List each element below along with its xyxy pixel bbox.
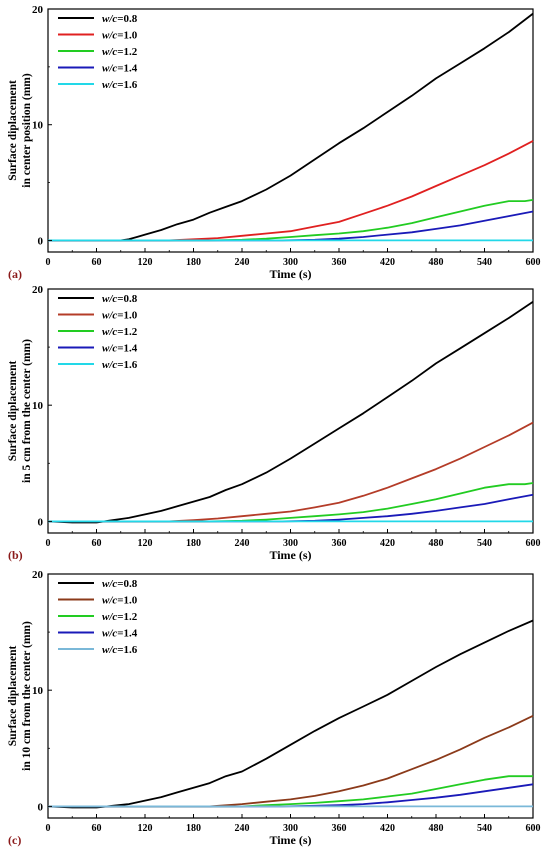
legend-label-2: w/c=1.0 bbox=[102, 310, 138, 322]
series-line-1 bbox=[47, 619, 534, 809]
y-axis-title-line-1: Surface diplacement bbox=[7, 80, 19, 181]
x-tick-label: 420 bbox=[380, 257, 395, 268]
y-tick-label: 10 bbox=[32, 400, 44, 412]
x-axis-title: Time (s) bbox=[269, 833, 311, 847]
y-tick-label: 20 bbox=[32, 569, 44, 581]
x-tick-label: 0 bbox=[46, 257, 51, 268]
legend-label-1: w/c=0.8 bbox=[102, 578, 138, 590]
series-line-1 bbox=[47, 301, 534, 524]
legend-label-5: w/c=1.6 bbox=[102, 79, 138, 91]
x-tick-label: 60 bbox=[92, 823, 102, 834]
legend-label-5: w/c=1.6 bbox=[102, 644, 138, 656]
x-tick-label: 120 bbox=[138, 823, 153, 834]
x-tick-label: 240 bbox=[235, 823, 250, 834]
legend-label-1: w/c=0.8 bbox=[102, 13, 138, 25]
y-axis-title-line-2: in 5 cm from the center (mm) bbox=[21, 339, 33, 483]
x-tick-label: 600 bbox=[526, 538, 541, 549]
panel-label: (a) bbox=[8, 267, 22, 281]
x-tick-label: 180 bbox=[186, 823, 201, 834]
x-tick-label: 300 bbox=[283, 538, 298, 549]
panel-label: (b) bbox=[8, 548, 23, 562]
series-line-4 bbox=[48, 783, 534, 808]
legend-label-2: w/c=1.0 bbox=[102, 30, 138, 42]
series-line-4 bbox=[48, 210, 534, 242]
x-tick-label: 540 bbox=[477, 823, 492, 834]
x-tick-label: 300 bbox=[283, 823, 298, 834]
chart-panel-1: 0 60 120 180 240 300 360 420 480 540 600 0 10 20 Time … bbox=[7, 4, 541, 281]
legend-label-3: w/c=1.2 bbox=[102, 611, 138, 623]
series-line-2 bbox=[48, 714, 534, 808]
x-tick-label: 300 bbox=[283, 257, 298, 268]
y-tick-label: 20 bbox=[32, 4, 44, 16]
x-tick-label: 120 bbox=[138, 538, 153, 549]
series-line-3 bbox=[48, 775, 533, 808]
x-tick-label: 180 bbox=[186, 257, 201, 268]
y-tick-label: 0 bbox=[38, 801, 44, 813]
x-tick-label: 480 bbox=[429, 823, 444, 834]
y-axis-title-line-2: in 10 cm from the center (mm) bbox=[21, 621, 33, 771]
y-tick-label: 10 bbox=[32, 685, 44, 697]
x-tick-label: 420 bbox=[380, 538, 395, 549]
series-line-1 bbox=[48, 12, 534, 242]
x-axis-title: Time (s) bbox=[269, 548, 311, 562]
chart-panel-3: 0 60 120 180 240 300 360 420 480 540 600 0 10 20 Time … bbox=[7, 569, 541, 847]
x-tick-label: 600 bbox=[526, 257, 541, 268]
x-tick-label: 360 bbox=[332, 257, 347, 268]
y-axis-title-line-1: Surface diplacement bbox=[7, 361, 19, 462]
panel-label: (c) bbox=[8, 833, 21, 847]
x-tick-label: 60 bbox=[92, 257, 102, 268]
legend-label-2: w/c=1.0 bbox=[102, 595, 138, 607]
legend-label-3: w/c=1.2 bbox=[102, 326, 138, 338]
x-tick-label: 0 bbox=[46, 538, 51, 549]
y-tick-label: 0 bbox=[38, 235, 44, 247]
legend-label-5: w/c=1.6 bbox=[102, 359, 138, 371]
legend-label-3: w/c=1.2 bbox=[102, 46, 138, 58]
x-tick-label: 240 bbox=[235, 257, 250, 268]
x-tick-label: 180 bbox=[186, 538, 201, 549]
y-tick-label: 10 bbox=[32, 120, 44, 132]
x-tick-label: 360 bbox=[332, 538, 347, 549]
x-tick-label: 600 bbox=[526, 823, 541, 834]
series-line-3 bbox=[48, 482, 534, 523]
x-tick-label: 0 bbox=[46, 823, 51, 834]
series-line-3 bbox=[48, 199, 534, 242]
x-axis-title: Time (s) bbox=[269, 267, 311, 281]
x-tick-label: 60 bbox=[92, 538, 102, 549]
y-axis-title-line-2: in center position (mm) bbox=[21, 73, 33, 188]
legend-label-4: w/c=1.4 bbox=[102, 343, 138, 355]
x-tick-label: 120 bbox=[138, 257, 153, 268]
chart-panel-2: 0 60 120 180 240 300 360 420 480 540 600 0 10 20 Time … bbox=[7, 284, 541, 562]
series-line-2 bbox=[48, 140, 534, 242]
x-tick-label: 420 bbox=[380, 823, 395, 834]
x-tick-label: 480 bbox=[429, 538, 444, 549]
legend-label-1: w/c=0.8 bbox=[102, 293, 138, 305]
series-line-2 bbox=[48, 421, 534, 523]
x-tick-label: 240 bbox=[235, 538, 250, 549]
x-tick-label: 480 bbox=[429, 257, 444, 268]
y-tick-label: 0 bbox=[38, 516, 44, 528]
x-tick-label: 360 bbox=[332, 823, 347, 834]
legend-label-4: w/c=1.4 bbox=[102, 63, 138, 75]
y-tick-label: 20 bbox=[32, 284, 44, 296]
x-tick-label: 540 bbox=[477, 257, 492, 268]
y-axis-title-line-1: Surface diplacement bbox=[7, 646, 19, 747]
legend-label-4: w/c=1.4 bbox=[102, 628, 138, 640]
x-tick-label: 540 bbox=[477, 538, 492, 549]
